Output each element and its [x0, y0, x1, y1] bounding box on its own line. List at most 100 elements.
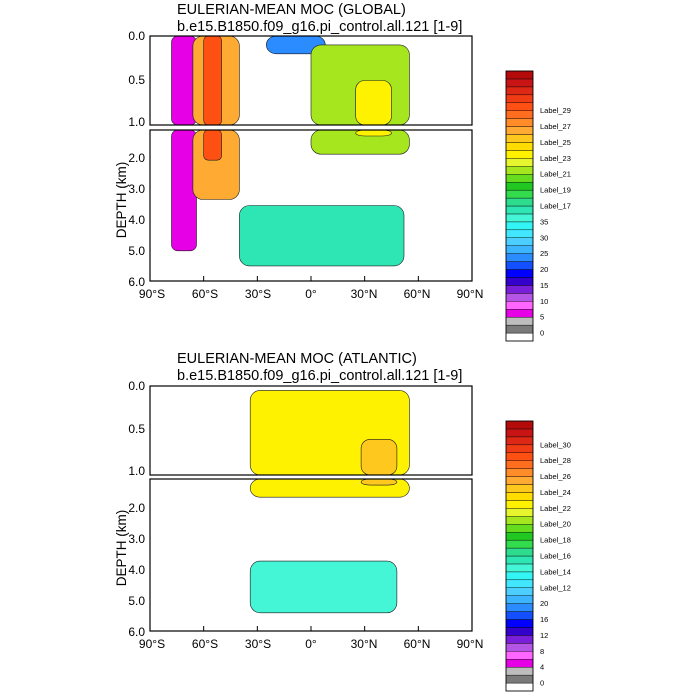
colorbar-swatch — [505, 269, 534, 278]
colorbar-label: 8 — [540, 647, 544, 656]
atlantic-xtick-0: 90°S — [139, 637, 165, 651]
atlantic-subtitle: b.e15.B1850.f09_g16.pi_control.all.121 [… — [177, 368, 462, 384]
colorbar-swatch — [505, 277, 534, 286]
global-xtick-5: 60°N — [404, 287, 431, 301]
colorbar-swatch — [505, 309, 534, 318]
colorbar-swatch — [505, 476, 534, 485]
colorbar-swatch — [505, 500, 534, 509]
atlantic-tick-marks — [149, 626, 473, 631]
atlantic-lower-plot — [149, 478, 473, 632]
colorbar-label: Label_27 — [540, 122, 571, 131]
colorbar-swatch — [505, 643, 534, 652]
colorbar-swatch — [505, 221, 534, 231]
atlantic-upper-fills — [249, 390, 410, 476]
colorbar-label: Label_19 — [540, 186, 571, 195]
colorbar-label: Label_18 — [540, 536, 571, 545]
region-nadw-core-upper — [360, 439, 398, 476]
colorbar-label: 0 — [540, 329, 544, 338]
colorbar-swatch — [505, 555, 534, 565]
colorbar-swatch — [505, 659, 534, 668]
colorbar-swatch — [505, 516, 534, 525]
colorbar-label: Label_14 — [540, 567, 571, 576]
colorbar-swatch — [505, 118, 534, 127]
colorbar-swatch — [505, 245, 534, 254]
panel-atlantic: EULERIAN-MEAN MOC (ATLANTIC) b.e15.B1850… — [114, 351, 571, 692]
global-subtitle: b.e15.B1850.f09_g16.pi_control.all.121 [… — [177, 19, 462, 35]
colorbar-swatch — [505, 293, 534, 302]
global-upper-frame — [149, 35, 473, 126]
colorbar-swatch — [505, 635, 534, 644]
atlantic-xtick-3: 0° — [305, 637, 317, 651]
colorbar-swatch — [505, 428, 534, 438]
colorbar-swatch — [505, 682, 534, 692]
colorbar-swatch — [505, 595, 534, 604]
global-upper-fills — [171, 35, 410, 126]
global-colorbar: 0 5 10 15 20 25 30 35 Label_17 Label_19 Label_21 La… — [505, 70, 571, 342]
colorbar-swatch — [505, 524, 534, 533]
region-drake-passage-cell-lower — [203, 129, 222, 161]
atlantic-ylabel: DEPTH (km) — [114, 510, 129, 587]
global-xtick-6: 90°N — [457, 287, 484, 301]
colorbar-swatch — [505, 253, 534, 262]
global-ytick-0: 0.0 — [128, 29, 145, 43]
atlantic-xtick-1: 60°S — [192, 637, 218, 651]
colorbar-swatch — [505, 166, 534, 175]
colorbar-swatch — [505, 102, 534, 111]
atlantic-ytick-4: 3.0 — [128, 532, 145, 546]
colorbar-label: 35 — [540, 217, 548, 226]
colorbar-swatch — [505, 78, 534, 88]
global-xtick-2: 30°S — [245, 287, 271, 301]
colorbar-swatch — [505, 571, 534, 581]
colorbar-swatch — [505, 460, 534, 469]
colorbar-swatch — [505, 651, 534, 660]
atlantic-ytick-6: 5.0 — [128, 594, 145, 608]
colorbar-swatch — [505, 134, 534, 143]
atlantic-xtick-2: 30°S — [245, 637, 271, 651]
atlantic-upper-frame — [149, 385, 473, 476]
colorbar-swatch — [505, 563, 534, 573]
colorbar-swatch — [505, 86, 534, 96]
colorbar-swatch — [505, 452, 534, 461]
colorbar-swatch — [505, 237, 534, 246]
colorbar-swatch — [505, 229, 534, 238]
colorbar-swatch — [505, 70, 534, 80]
colorbar-swatch — [505, 205, 534, 215]
colorbar-swatch — [505, 531, 534, 541]
colorbar-label: Label_12 — [540, 583, 571, 592]
colorbar-label: Label_28 — [540, 456, 571, 465]
colorbar-swatch — [505, 142, 534, 151]
colorbar-label: Label_29 — [540, 106, 571, 115]
colorbar-label: Label_17 — [540, 202, 571, 211]
region-nadw-core-lower — [360, 478, 398, 486]
global-ytick-6: 5.0 — [128, 244, 145, 258]
global-title: EULERIAN-MEAN MOC (GLOBAL) — [177, 2, 406, 18]
global-tick-marks — [149, 276, 473, 281]
colorbar-swatch — [505, 619, 534, 628]
colorbar-swatch — [505, 174, 534, 183]
atlantic-upper-plot — [149, 385, 473, 476]
colorbar-swatch — [505, 126, 534, 135]
colorbar-swatch — [505, 110, 534, 119]
colorbar-swatch — [505, 666, 534, 676]
colorbar-label: Label_21 — [540, 170, 571, 179]
atlantic-colorbar: 0 4 8 12 16 20 Label_12 Label_14 Label_16 Label_1… — [505, 420, 571, 692]
global-xtick-4: 30°N — [351, 287, 378, 301]
colorbar-swatch — [505, 285, 534, 294]
global-lower-plot — [149, 129, 473, 282]
atlantic-xtick-5: 60°N — [404, 637, 431, 651]
region-deep-atlantic-lower — [249, 560, 398, 614]
global-ytick-4: 3.0 — [128, 182, 145, 196]
colorbar-label: Label_26 — [540, 472, 571, 481]
colorbar-label: Label_23 — [540, 154, 571, 163]
colorbar-label: 20 — [540, 599, 548, 608]
colorbar-swatch — [505, 484, 534, 493]
colorbar-swatch — [505, 508, 534, 517]
atlantic-ytick-1: 0.5 — [128, 422, 145, 436]
colorbar-swatch — [505, 150, 534, 159]
colorbar-label: 0 — [540, 679, 544, 688]
global-ytick-2: 1.0 — [128, 115, 145, 129]
colorbar-swatch — [505, 197, 534, 207]
atlantic-y-ticks: 0.0 0.5 1.0 2.0 3.0 4.0 5.0 6.0 — [128, 379, 145, 639]
colorbar-label: 16 — [540, 615, 548, 624]
